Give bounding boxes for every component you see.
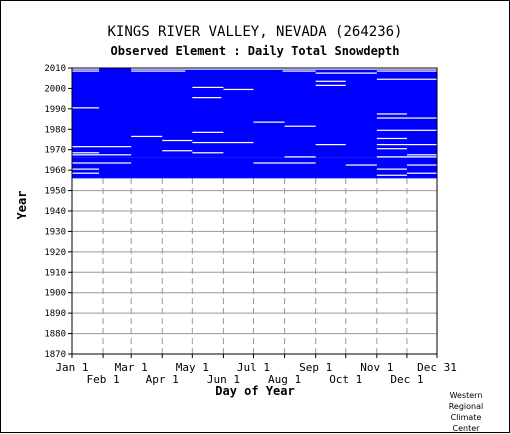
x-tick-label: Dec 1: [390, 373, 423, 386]
missing-segment: [376, 143, 437, 146]
missing-segment: [72, 168, 100, 170]
missing-segment: [376, 168, 407, 170]
chart-subtitle: Observed Element : Daily Total Snowdepth: [110, 44, 400, 58]
credit-line: Center: [452, 424, 480, 433]
y-tick-label: 1890: [44, 309, 66, 319]
missing-segment: [131, 135, 163, 138]
chart-title: KINGS RIVER VALLEY, NEVADA (264236): [107, 24, 403, 40]
observed-block: [72, 68, 437, 158]
x-axis-label: Day of Year: [215, 384, 295, 398]
y-tick-label: 1930: [44, 227, 66, 237]
credit-line: Climate: [450, 413, 482, 422]
missing-segment: [406, 172, 437, 174]
y-tick-label: 1910: [44, 268, 66, 278]
missing-segment: [376, 174, 407, 176]
missing-segment: [282, 70, 316, 72]
missing-segment: [376, 117, 437, 119]
x-tick-label: Sep 1: [299, 361, 332, 374]
x-tick-label: Oct 1: [329, 373, 362, 386]
y-tick-label: 1870: [44, 350, 66, 360]
missing-segment: [406, 164, 437, 166]
missing-segment: [376, 137, 407, 140]
missing-segment: [315, 72, 377, 74]
x-tick-label: Aug 1: [268, 373, 301, 386]
missing-segment: [72, 154, 132, 156]
missing-segment: [72, 152, 100, 154]
y-tick-label: 1990: [44, 105, 66, 115]
x-tick-label: Mar 1: [115, 361, 148, 374]
y-axis-label: Year: [15, 190, 29, 220]
x-tick-label: Jul 1: [237, 361, 270, 374]
y-tick-label: 2010: [44, 64, 66, 74]
x-tick-label: Nov 1: [360, 361, 393, 374]
missing-segment: [131, 70, 186, 72]
y-tick-label: 2000: [44, 84, 66, 94]
missing-segment: [72, 107, 100, 109]
x-tick-label: Jun 1: [207, 373, 240, 386]
y-tick-label: 1880: [44, 330, 66, 340]
credit-line: Regional: [448, 402, 484, 411]
missing-segment: [162, 150, 193, 152]
missing-segment: [376, 156, 437, 158]
missing-segment: [72, 172, 100, 174]
missing-segment: [376, 78, 437, 80]
missing-segment: [72, 70, 100, 72]
y-tick-label: 1920: [44, 248, 66, 258]
missing-segment: [284, 125, 316, 127]
missing-segment: [315, 84, 346, 86]
y-tick-label: 1960: [44, 166, 66, 176]
credit-block: Western Regional Climate Center: [436, 390, 496, 434]
x-tick-label: Feb 1: [87, 373, 120, 386]
observed-block: [72, 157, 437, 179]
x-tick-label: May 1: [176, 361, 209, 374]
missing-segment: [406, 154, 437, 156]
missing-segment: [72, 162, 132, 164]
x-tick-label: Apr 1: [146, 373, 179, 386]
missing-segment: [253, 121, 285, 123]
missing-segment: [72, 68, 100, 70]
missing-segment: [192, 141, 254, 144]
y-tick-label: 1950: [44, 187, 66, 197]
missing-segment: [72, 146, 132, 148]
missing-segment: [345, 164, 377, 166]
missing-segment: [376, 70, 437, 72]
y-tick-label: 1980: [44, 125, 66, 135]
missing-segment: [223, 88, 254, 91]
y-tick-label: 1970: [44, 146, 66, 156]
missing-segment: [253, 162, 316, 164]
missing-segment: [192, 86, 224, 89]
missing-segment: [315, 80, 346, 82]
missing-segment: [376, 129, 437, 131]
missing-segment: [315, 143, 346, 146]
missing-segment: [131, 68, 437, 70]
missing-segment: [376, 113, 407, 115]
credit-line: Western: [449, 391, 483, 400]
missing-segment: [162, 139, 193, 142]
missing-segment: [192, 131, 224, 133]
missing-segment: [192, 97, 222, 99]
x-tick-label: Dec 31: [417, 361, 457, 374]
missing-segment: [284, 156, 316, 158]
y-tick-label: 1900: [44, 289, 66, 299]
missing-segment: [376, 148, 407, 150]
x-tick-label: Jan 1: [55, 361, 88, 374]
missing-segment: [192, 152, 224, 154]
y-tick-label: 1940: [44, 207, 66, 217]
